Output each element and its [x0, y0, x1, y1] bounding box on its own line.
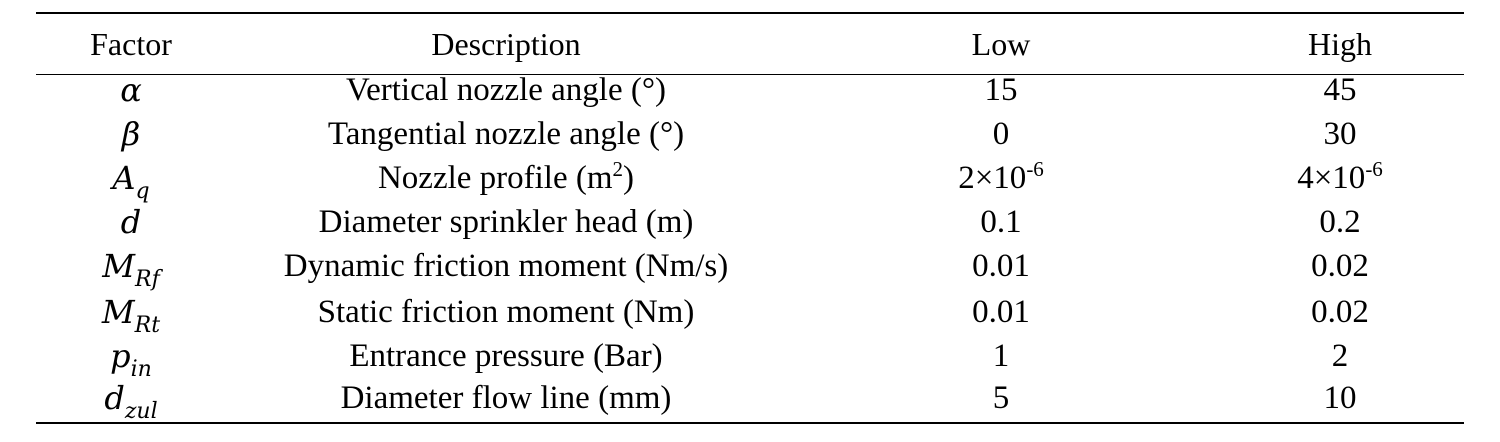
- factor-symbol: β: [121, 115, 141, 153]
- factor-high: 0.02: [1311, 248, 1369, 284]
- factor-low: 0: [992, 116, 1010, 152]
- table-row: Aq Nozzle profile (m2) 2×10-6 4×10-6: [36, 156, 1464, 204]
- header-rule: [36, 74, 1464, 75]
- factor-symbol: pin: [110, 337, 152, 382]
- factor-high: 30: [1323, 116, 1357, 152]
- table-top-rule: [36, 12, 1464, 14]
- factor-description: Dynamic friction moment (Nm/s): [283, 248, 729, 284]
- factor-high: 0.02: [1311, 294, 1369, 330]
- table-row: pin Entrance pressure (Bar) 1 2: [36, 334, 1464, 382]
- factor-low: 0.1: [980, 204, 1022, 240]
- table-bottom-rule: [36, 422, 1464, 424]
- factor-high: 45: [1323, 72, 1357, 108]
- table-row: dzul Diameter flow line (mm) 5 10: [36, 376, 1464, 424]
- factor-symbol: MRt: [101, 293, 161, 338]
- factor-low: 0.01: [972, 294, 1030, 330]
- factor-description: Diameter flow line (mm): [340, 380, 672, 416]
- factor-description: Diameter sprinkler head (m): [318, 204, 694, 240]
- factor-description: Nozzle profile (m2): [377, 157, 635, 197]
- table-row: MRt Static friction moment (Nm) 0.01 0.0…: [36, 290, 1464, 338]
- factor-symbol: α: [120, 71, 142, 109]
- factor-low: 0.01: [972, 248, 1030, 284]
- table-row: d Diameter sprinkler head (m) 0.1 0.2: [36, 200, 1464, 244]
- factor-high: 0.2: [1319, 204, 1361, 240]
- factor-high: 4×10-6: [1297, 157, 1383, 197]
- header-low: Low: [971, 26, 1031, 62]
- header-row: Factor Description Low High: [36, 22, 1464, 66]
- factor-low: 15: [984, 72, 1018, 108]
- factor-symbol: Aq: [112, 159, 150, 204]
- header-high: High: [1308, 26, 1372, 62]
- table-row: β Tangential nozzle angle (°) 0 30: [36, 112, 1464, 156]
- factor-high: 10: [1323, 380, 1357, 416]
- factor-low: 1: [992, 338, 1010, 374]
- factor-description: Entrance pressure (Bar): [349, 338, 663, 374]
- factor-high: 2: [1331, 338, 1349, 374]
- factor-description: Static friction moment (Nm): [317, 294, 695, 330]
- factor-low: 5: [992, 380, 1010, 416]
- table-row: α Vertical nozzle angle (°) 15 45: [36, 68, 1464, 112]
- header-factor: Factor: [90, 26, 172, 62]
- factor-symbol: dzul: [104, 379, 158, 424]
- factor-symbol: d: [120, 203, 142, 241]
- factor-symbol: MRf: [102, 247, 160, 292]
- factor-description: Tangential nozzle angle (°): [327, 116, 685, 152]
- table-row: MRf Dynamic friction moment (Nm/s) 0.01 …: [36, 244, 1464, 292]
- factor-low: 2×10-6: [958, 157, 1044, 197]
- header-description: Description: [431, 26, 581, 62]
- factor-description: Vertical nozzle angle (°): [345, 72, 667, 108]
